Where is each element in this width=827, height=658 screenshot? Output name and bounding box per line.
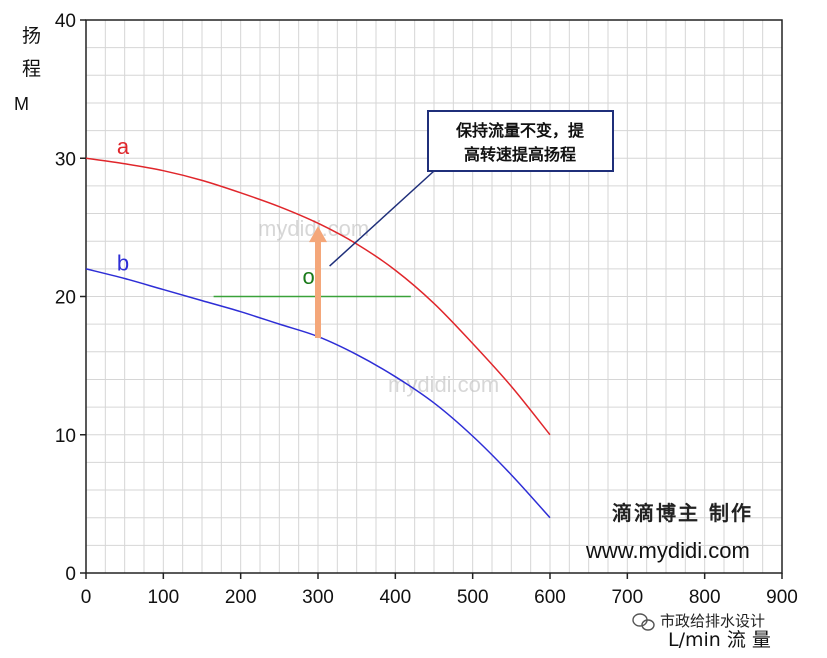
y-axis-label-char-3: M (14, 94, 29, 114)
x-tick-label: 600 (534, 587, 566, 608)
y-tick-label: 30 (55, 149, 76, 170)
y-axis-label-char-2: 程 (22, 58, 41, 80)
wechat-icon (632, 613, 655, 631)
series-label-a: a (117, 134, 130, 159)
x-tick-label: 800 (689, 587, 721, 608)
series-label-b: b (117, 251, 129, 276)
x-tick-label: 400 (379, 587, 411, 608)
operating-point-label: o (303, 264, 315, 289)
y-tick-label: 0 (65, 564, 76, 585)
footer-account-name: 市政给排水设计 (660, 612, 765, 630)
x-tick-label: 200 (225, 587, 257, 608)
callout: 保持流量不变，提 高转速提高扬程 (329, 110, 614, 267)
credit-text: 滴滴博主 制作 (612, 501, 753, 525)
x-tick-label: 900 (766, 587, 798, 608)
site-url: www.mydidi.com (585, 538, 750, 563)
y-axis-label-char-1: 扬 (22, 25, 41, 47)
series-line-a (85, 157, 551, 436)
callout-line-1: 保持流量不变，提 (455, 121, 585, 140)
callout-box (427, 110, 614, 172)
x-tick-label: 700 (611, 587, 643, 608)
watermark-2: mydidi.com (388, 372, 499, 397)
chart-grid (86, 20, 782, 573)
x-tick-label: 0 (81, 587, 92, 608)
annotation-layer: o (303, 226, 327, 338)
speed-increase-arrow-head (309, 226, 327, 243)
x-tick-label: 500 (457, 587, 489, 608)
x-axis-ticks: 0 100 200 300 400 500 600 700 800 900 (81, 573, 798, 608)
x-axis-label: L/min 流 量 (668, 629, 771, 651)
callout-line-2: 高转速提高扬程 (464, 145, 576, 164)
x-tick-label: 300 (302, 587, 334, 608)
y-tick-label: 10 (55, 426, 76, 447)
x-tick-label: 100 (147, 587, 179, 608)
y-axis-ticks: 0 10 20 30 40 (55, 11, 86, 585)
y-tick-label: 20 (55, 288, 76, 309)
y-tick-label: 40 (55, 11, 76, 32)
callout-pointer-line (329, 170, 435, 267)
footer-brand: 市政给排水设计 (632, 612, 765, 631)
